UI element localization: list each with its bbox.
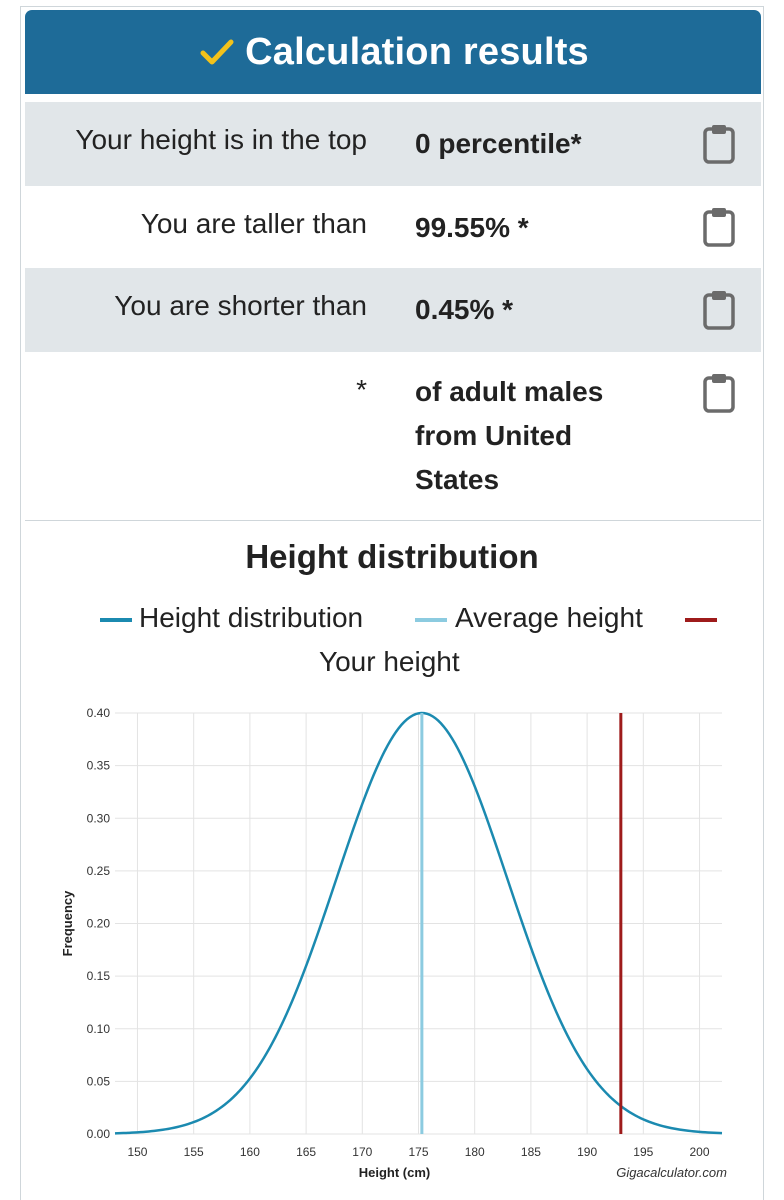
y-tick-label: 0.10 [87, 1022, 111, 1036]
legend-item-your-height[interactable]: Your height [319, 646, 460, 677]
result-label: You are shorter than [114, 290, 367, 321]
results-header: Calculation results [25, 10, 761, 94]
legend-swatch-your-height [685, 618, 717, 622]
x-tick-label: 155 [184, 1145, 204, 1159]
x-tick-label: 185 [521, 1145, 541, 1159]
divider [25, 520, 761, 521]
y-tick-label: 0.40 [87, 706, 111, 720]
result-value: 0.45% * [415, 294, 514, 325]
legend-item-average[interactable]: Average height [455, 602, 643, 633]
y-tick-label: 0.15 [87, 969, 111, 983]
result-row-population: * of adult males from United States [25, 352, 761, 520]
result-row-percentile: Your height is in the top 0 percentile* [25, 102, 761, 186]
y-tick-label: 0.30 [87, 811, 111, 825]
clipboard-icon[interactable] [702, 206, 736, 248]
result-row-taller: You are taller than 99.55% * [25, 186, 761, 268]
x-tick-label: 160 [240, 1145, 260, 1159]
y-axis-title: Frequency [60, 890, 75, 957]
results-title: Calculation results [245, 30, 589, 73]
x-tick-label: 175 [408, 1145, 428, 1159]
y-tick-label: 0.00 [87, 1127, 111, 1141]
chart-title: Height distribution [245, 538, 539, 575]
x-tick-label: 150 [127, 1145, 147, 1159]
legend-swatch-average [415, 618, 447, 622]
result-row-shorter: You are shorter than 0.45% * [25, 268, 761, 352]
results-panel [20, 6, 764, 1200]
height-distribution-chart: 0.00 0.05 0.10 0.15 0.20 0.25 0.30 0.35 0.40 150 1… [60, 706, 727, 1180]
result-value: 0 percentile* [415, 128, 582, 159]
y-tick-label: 0.25 [87, 864, 111, 878]
y-tick-label: 0.35 [87, 759, 111, 773]
check-icon [200, 39, 234, 65]
legend-item-distribution[interactable]: Height distribution [139, 602, 364, 633]
x-tick-label: 170 [352, 1145, 372, 1159]
x-tick-label: 165 [296, 1145, 316, 1159]
legend-swatch-distribution [100, 618, 132, 622]
clipboard-icon[interactable] [702, 289, 736, 331]
x-tick-label: 190 [577, 1145, 597, 1159]
result-value: 99.55% * [415, 212, 529, 243]
result-footnote-marker: * [356, 374, 367, 405]
clipboard-icon[interactable] [702, 123, 736, 165]
x-tick-label: 180 [465, 1145, 485, 1159]
x-tick-label: 200 [690, 1145, 710, 1159]
result-value: of adult males from United States [415, 376, 604, 495]
y-tick-label: 0.20 [87, 917, 111, 931]
chart-watermark: Gigacalculator.com [616, 1165, 727, 1180]
y-tick-label: 0.05 [87, 1074, 111, 1088]
result-label: You are taller than [140, 208, 367, 239]
result-label: Your height is in the top [75, 124, 367, 155]
x-axis-title: Height (cm) [359, 1165, 431, 1180]
x-tick-label: 195 [633, 1145, 653, 1159]
clipboard-icon[interactable] [702, 372, 736, 414]
